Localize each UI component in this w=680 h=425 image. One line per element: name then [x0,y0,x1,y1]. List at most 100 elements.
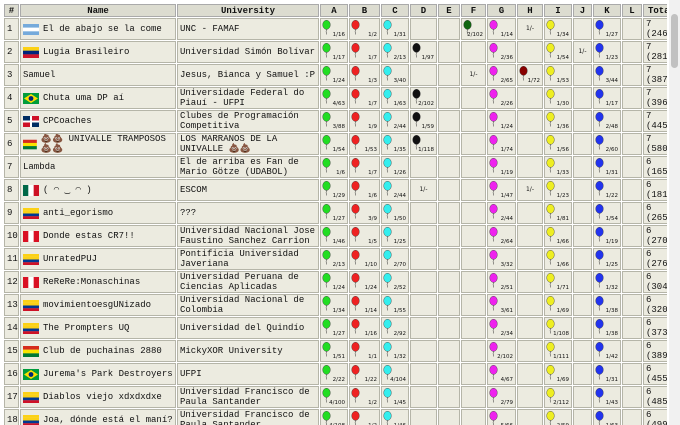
problem-result: 1/- [419,186,428,193]
total: 7 (445) [643,110,667,132]
team-name-cell: ReReRe:Monaschinas [20,271,176,293]
balloon-string [386,236,389,242]
team-name-cell: El de abajo se la come [20,18,176,40]
flag-stripe [23,30,39,35]
balloon [412,89,421,104]
balloon [489,388,498,403]
balloon-string [598,328,601,334]
problem-cell: 1/46 [320,225,348,247]
balloon [351,227,360,242]
balloon-string [598,282,601,288]
balloon-string [598,144,601,150]
team-name-text: UnratedPUJ [43,254,98,264]
total: 7 (246) [643,18,667,40]
problem-cell [410,64,437,86]
flag-field [23,115,39,127]
balloon-string [492,236,495,242]
flag-stripe [23,391,39,395]
problem-result: 1/23 [605,55,618,61]
balloon-string [598,75,601,81]
balloon [322,227,331,242]
problem-result: 1/26 [393,170,406,176]
problem-cell [438,87,460,109]
balloon [351,296,360,311]
balloon [322,20,331,35]
problem-cell: 1/19 [487,156,516,178]
problem-result: 2/26 [500,101,513,107]
problem-cell [622,133,642,155]
problem-cell [410,225,437,247]
balloon-body [595,388,604,398]
balloon [489,89,498,104]
problem-cell: 1/5 [349,225,380,247]
header-cell: G [487,4,516,17]
balloon [489,227,498,242]
problem-cell [410,386,437,408]
balloon-string [598,397,601,403]
balloon-string [325,328,328,334]
problem-cell [438,317,460,339]
flag-stripe [23,417,39,421]
balloon-string [549,29,552,35]
flag-stripe [23,139,37,143]
balloon-string [549,420,551,425]
balloon-body [595,135,604,145]
university: ESCOM [177,179,319,201]
scrollbar-thumb[interactable] [671,14,678,68]
problem-cell: 1/24 [320,64,348,86]
problem-cell [438,179,460,201]
problem-cell: 1/27 [320,202,348,224]
flag-stripe [23,23,39,28]
team-name: Diablos viejo xdxdxdxe [23,391,173,403]
problem-cell: 1/97 [410,41,437,63]
flag-stripe [23,414,39,418]
problem-cell [517,41,543,63]
flag-stripe [23,142,37,146]
problem-result: 1/- [578,48,587,55]
balloon [595,250,604,265]
problem-result: 2/112 [553,400,569,406]
balloon-string [598,213,601,219]
problem-cell [461,363,486,385]
balloon-body [546,112,555,122]
balloon-string [492,52,495,58]
balloon-body [463,20,472,30]
balloon-body [489,135,498,145]
problem-cell: 1/16 [349,317,380,339]
problem-result: 1/55 [393,308,406,314]
problem-cell: 1/111 [544,340,572,362]
problem-result: 1/63 [393,101,406,107]
balloon [546,112,555,127]
problem-cell [622,409,642,425]
header-cell: Total [643,4,667,17]
problem-cell: 2/92 [381,317,409,339]
balloon-body [546,89,555,99]
problem-result: 2/44 [393,124,406,130]
problem-cell [517,340,543,362]
problem-result: 3/88 [332,124,345,130]
team-name: Donde estas CR7!! [23,230,173,242]
balloon [383,204,392,219]
problem-cell: 1/3 [349,64,380,86]
problem-cell: 1/26 [381,156,409,178]
problem-result: 1/59 [421,124,434,130]
flag-stripe [23,299,39,303]
balloon [351,411,360,425]
balloon [412,135,421,150]
scrollbar[interactable] [669,0,680,425]
balloon-string [598,259,601,265]
team-row: 9 anti_egorismo??? 1/27 3/9 1/50 2/44 1/81 1/54… [4,202,667,224]
problem-cell: 3/44 [593,64,621,86]
problem-cell [573,87,592,109]
team-name-cell: UnratedPUJ [20,248,176,270]
flag [23,23,39,35]
team-name-cell: ( ◠ ‿ ◠ ) [20,179,176,201]
problem-result: 1/6 [368,193,377,199]
balloon-string [354,420,356,425]
balloon [383,112,392,127]
problem-result: 1/- [525,186,534,193]
problem-cell: 1/50 [381,202,409,224]
header-cell: University [177,4,319,17]
team-name-text: Lambda [23,162,56,172]
problem-result: 1/16 [332,32,345,38]
